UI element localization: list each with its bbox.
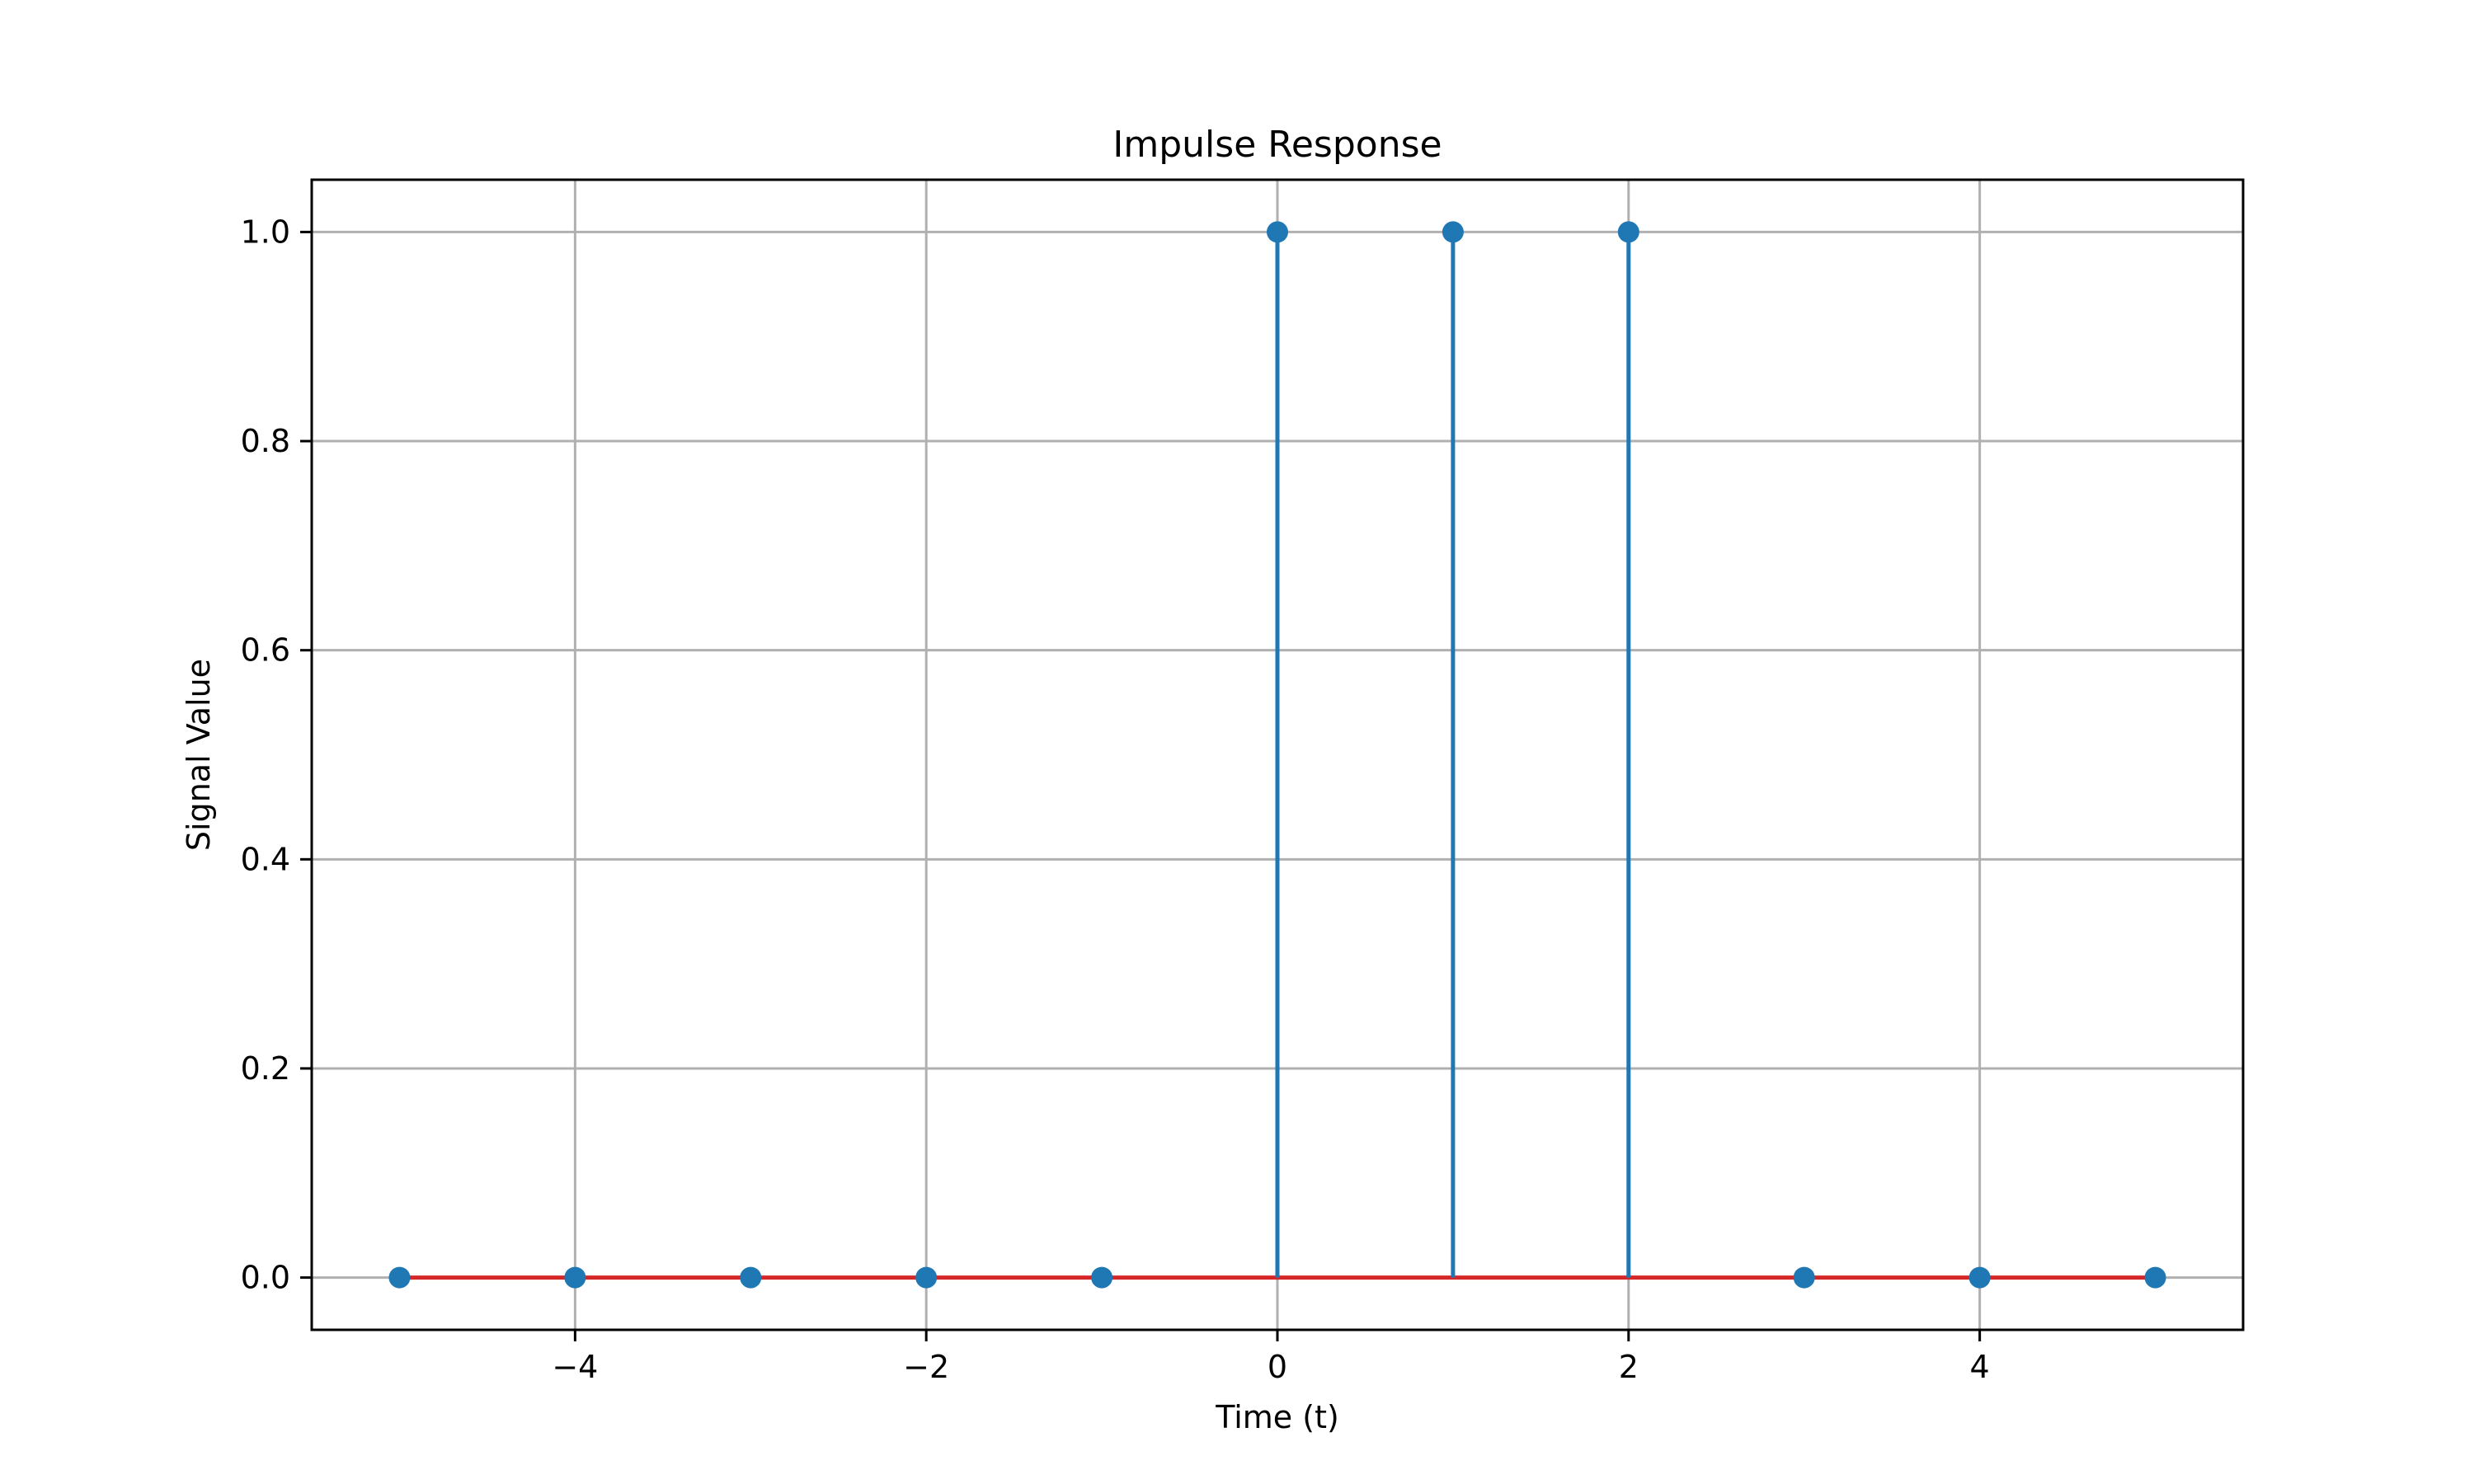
- stem-marker: [1442, 221, 1464, 243]
- x-tick-label: −4: [552, 1349, 598, 1385]
- stem-markers: [388, 221, 2166, 1289]
- plot-frame: [310, 178, 2245, 1331]
- y-tick-label: 1.0: [241, 214, 290, 250]
- stem-marker: [564, 1266, 586, 1289]
- x-tick-label: 2: [1619, 1349, 1639, 1385]
- stem-marker: [740, 1266, 762, 1289]
- stem-marker: [1968, 1266, 1991, 1289]
- x-tick-label: −2: [903, 1349, 949, 1385]
- stem-marker: [388, 1266, 411, 1289]
- y-tick-label: 0.6: [241, 632, 290, 669]
- y-tick-label: 0.2: [241, 1050, 290, 1087]
- y-tick-label: 0.0: [241, 1260, 290, 1296]
- x-tick-label: 0: [1268, 1349, 1287, 1385]
- y-axis-label: Signal Value: [181, 659, 217, 851]
- y-tick-label: 0.4: [241, 841, 290, 877]
- stem-marker: [1793, 1266, 1815, 1289]
- stem-marker: [1091, 1266, 1113, 1289]
- stem-marker: [915, 1266, 938, 1289]
- axis-ticks: −4 −2 0 2 4 0.0 0.2 0.4 0.6 0.8 1.0: [241, 214, 1990, 1385]
- stem-marker: [1617, 221, 1639, 243]
- stem-marker: [2144, 1266, 2166, 1289]
- stem-lines: [1275, 232, 1631, 1278]
- chart-title: Impulse Response: [1112, 124, 1442, 166]
- stem-marker: [1267, 221, 1288, 243]
- x-tick-label: 4: [1970, 1349, 1990, 1385]
- x-axis-label: Time (t): [1215, 1399, 1339, 1435]
- y-tick-label: 0.8: [241, 423, 290, 459]
